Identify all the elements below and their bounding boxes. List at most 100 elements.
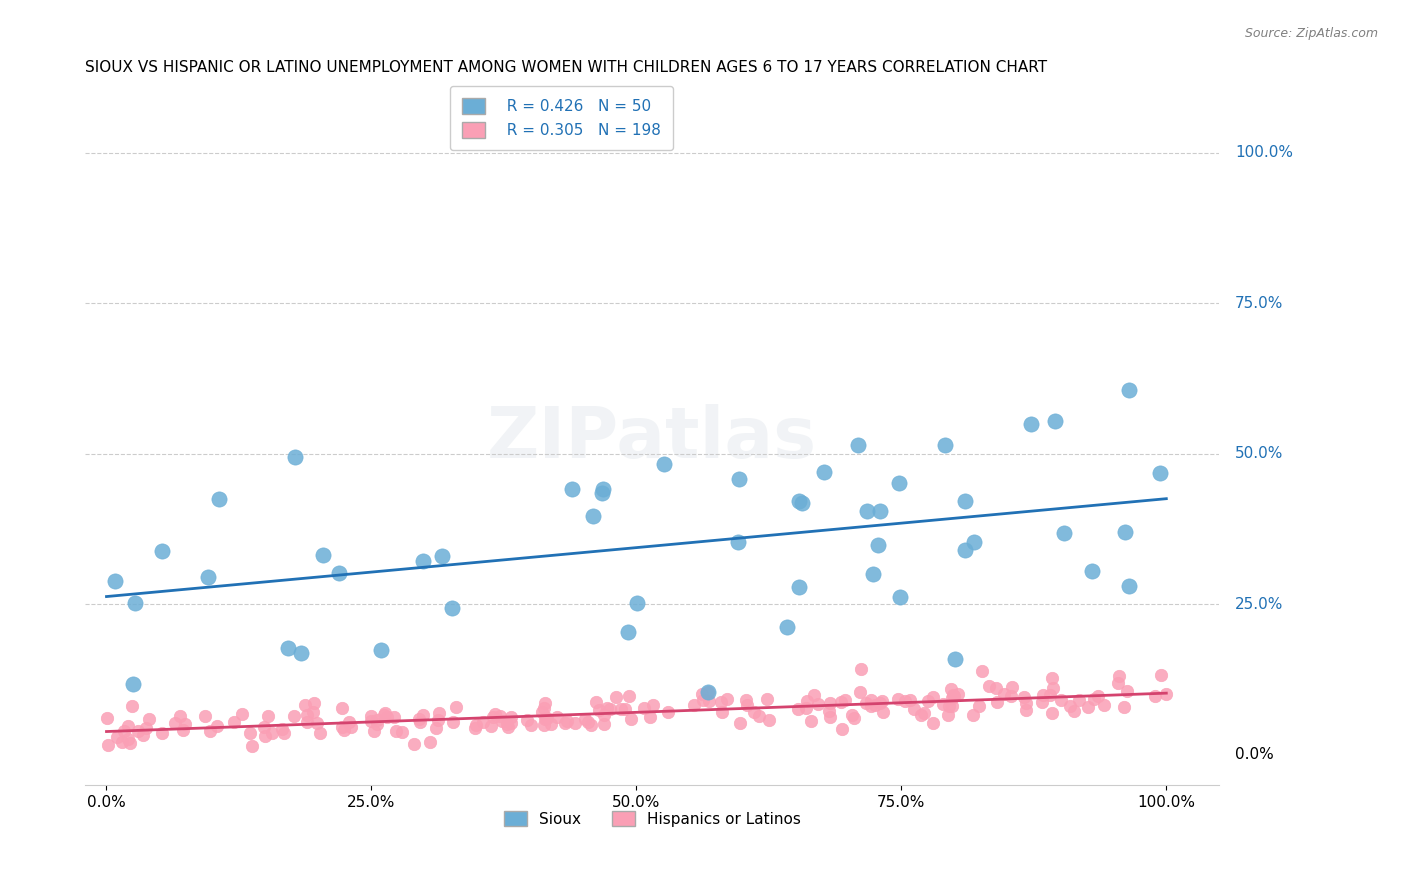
Point (818, 710, 841, 724)
Point (800, 714, 823, 729)
Point (683, 698, 706, 712)
Point (138, 712, 160, 726)
Point (869, 504, 891, 518)
Point (697, 693, 720, 707)
Point (863, 698, 886, 712)
Point (626, 596, 648, 610)
Point (131, 728, 153, 742)
Point (652, 457, 675, 471)
Point (425, 721, 447, 735)
Point (427, 706, 450, 720)
Point (330, 701, 353, 715)
Point (304, 697, 326, 711)
Point (640, 710, 662, 724)
Text: Source: ZipAtlas.com: Source: ZipAtlas.com (1244, 27, 1378, 40)
Point (260, 726, 283, 740)
Point (889, 591, 911, 605)
Point (690, 687, 713, 701)
Point (894, 694, 917, 708)
Point (860, 699, 883, 714)
Point (776, 620, 799, 634)
Point (1116, 684, 1139, 698)
Point (862, 567, 884, 582)
Point (534, 697, 557, 711)
Point (256, 709, 278, 723)
Point (253, 720, 276, 734)
Point (332, 723, 354, 737)
Point (1112, 699, 1135, 714)
Point (818, 696, 841, 710)
Point (127, 724, 149, 739)
Point (595, 701, 617, 715)
Point (1059, 698, 1081, 713)
Point (1042, 671, 1064, 685)
Point (360, 714, 382, 728)
Point (872, 705, 894, 719)
Text: 0.0%: 0.0% (1236, 747, 1274, 763)
Point (479, 719, 502, 733)
Point (813, 465, 835, 479)
Text: ZIPatlas: ZIPatlas (488, 404, 817, 474)
Point (1092, 698, 1115, 713)
Point (564, 715, 586, 730)
Point (735, 693, 758, 707)
Point (270, 723, 292, 737)
Point (363, 724, 385, 739)
Point (710, 695, 733, 709)
Point (533, 718, 555, 732)
Point (941, 691, 963, 706)
Point (1001, 680, 1024, 694)
Point (993, 687, 1015, 701)
Point (555, 714, 578, 728)
Point (554, 716, 576, 731)
Point (1015, 696, 1038, 710)
Point (728, 716, 751, 731)
Point (430, 549, 453, 563)
Point (337, 714, 360, 729)
Point (938, 699, 960, 714)
Point (936, 708, 959, 723)
Point (1019, 417, 1042, 431)
Point (135, 721, 157, 735)
Point (169, 709, 191, 723)
Point (534, 711, 557, 725)
Point (302, 706, 325, 720)
Point (848, 437, 870, 451)
Point (253, 729, 276, 743)
Legend: Sioux, Hispanics or Latinos: Sioux, Hispanics or Latinos (498, 805, 807, 833)
Point (1042, 681, 1064, 696)
Point (472, 714, 495, 729)
Point (163, 716, 186, 731)
Point (1049, 692, 1071, 706)
Point (374, 706, 396, 720)
Point (370, 643, 392, 657)
Point (943, 690, 966, 704)
Point (205, 719, 228, 733)
Point (787, 580, 810, 594)
Point (402, 737, 425, 751)
Point (419, 735, 441, 749)
Point (427, 714, 450, 728)
Point (943, 651, 966, 665)
Point (96, 711, 118, 725)
Point (117, 719, 139, 733)
Point (277, 640, 299, 655)
Point (208, 491, 231, 506)
Point (1080, 565, 1102, 579)
Point (330, 720, 353, 734)
Point (409, 715, 432, 730)
Point (582, 508, 605, 523)
Point (295, 715, 318, 730)
Point (308, 726, 330, 740)
Point (831, 722, 853, 736)
Point (194, 709, 217, 723)
Point (617, 689, 640, 703)
Point (391, 725, 413, 739)
Point (174, 717, 197, 731)
Point (412, 707, 434, 722)
Point (305, 716, 328, 731)
Point (932, 697, 955, 711)
Point (610, 702, 633, 716)
Point (124, 596, 146, 610)
Text: 75.0%: 75.0% (1236, 296, 1284, 310)
